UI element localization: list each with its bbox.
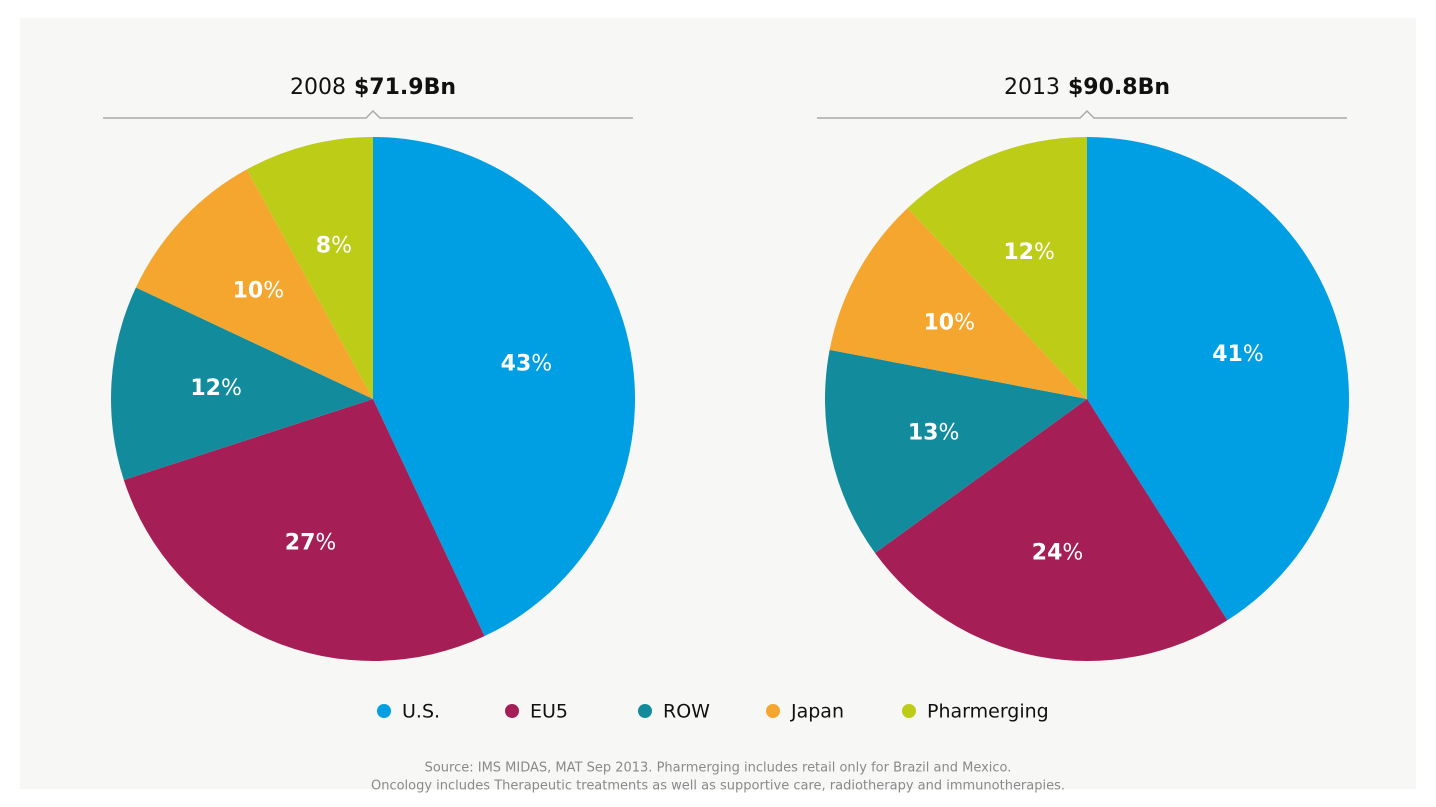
slice-unit: % <box>531 352 552 377</box>
title-total: $90.8Bn <box>1068 75 1170 100</box>
slice-unit: % <box>1034 240 1055 265</box>
slice-unit: % <box>1243 342 1264 367</box>
slice-unit: % <box>938 420 959 445</box>
slice-unit: % <box>1062 540 1083 565</box>
source-note: Oncology includes Therapeutic treatments… <box>371 779 1065 794</box>
slice-label: 27% <box>285 530 337 555</box>
pie-slice <box>246 137 373 399</box>
slice-value: 10 <box>923 310 954 335</box>
slice-label: 41% <box>1212 342 1264 367</box>
legend-label: ROW <box>663 701 710 723</box>
slice-value: 8 <box>316 234 331 259</box>
legend-label: Pharmerging <box>927 701 1049 723</box>
title-year: 2008 <box>290 75 346 100</box>
slice-unit: % <box>954 310 975 335</box>
slice-value: 10 <box>233 278 264 303</box>
slice-value: 12 <box>190 376 221 401</box>
legend-label: EU5 <box>530 701 568 723</box>
pie-slice <box>875 399 1228 662</box>
pie-slice <box>135 169 373 399</box>
slice-label: 43% <box>501 352 553 377</box>
pie-slice <box>123 399 485 661</box>
slice-unit: % <box>263 278 284 303</box>
chart-title: 2013 $90.8Bn <box>1004 75 1170 100</box>
slice-label: 12% <box>1003 240 1055 265</box>
pie-slice <box>373 137 635 637</box>
pie-slice <box>829 208 1087 399</box>
legend-swatch <box>766 704 780 718</box>
slice-value: 24 <box>1032 540 1063 565</box>
slice-label: 13% <box>908 420 960 445</box>
slice-unit: % <box>221 376 242 401</box>
pie-slice <box>825 349 1087 553</box>
source-note: Source: IMS MIDAS, MAT Sep 2013. Pharmer… <box>425 761 1012 776</box>
title-year: 2013 <box>1004 75 1060 100</box>
pie-slice <box>1087 137 1350 621</box>
slice-label: 8% <box>316 234 352 259</box>
slice-unit: % <box>331 234 352 259</box>
slice-unit: % <box>315 530 336 555</box>
legend-label: U.S. <box>402 701 440 723</box>
slice-label: 24% <box>1032 540 1084 565</box>
title-rule <box>817 109 1347 119</box>
legend-swatch <box>377 704 391 718</box>
legend-swatch <box>902 704 916 718</box>
legend-swatch <box>505 704 519 718</box>
slice-label: 10% <box>233 278 285 303</box>
pie-slice <box>110 287 373 480</box>
slice-label: 12% <box>190 376 242 401</box>
title-total: $71.9Bn <box>354 75 456 100</box>
pie-slice <box>907 137 1087 399</box>
title-rule <box>103 109 633 119</box>
legend-label: Japan <box>790 701 844 723</box>
slice-value: 27 <box>285 530 316 555</box>
slice-value: 13 <box>908 420 939 445</box>
chart-title: 2008 $71.9Bn <box>290 75 456 100</box>
slice-value: 41 <box>1212 342 1243 367</box>
slice-value: 12 <box>1003 240 1034 265</box>
slice-value: 43 <box>501 352 532 377</box>
slice-label: 10% <box>923 310 975 335</box>
legend-swatch <box>638 704 652 718</box>
